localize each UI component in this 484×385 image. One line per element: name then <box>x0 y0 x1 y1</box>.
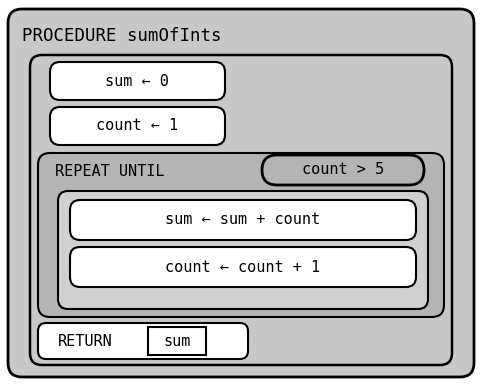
FancyBboxPatch shape <box>148 327 206 355</box>
FancyBboxPatch shape <box>50 62 225 100</box>
Text: sum ← 0: sum ← 0 <box>105 74 169 89</box>
Text: count ← count + 1: count ← count + 1 <box>166 259 320 275</box>
FancyBboxPatch shape <box>30 55 452 365</box>
FancyBboxPatch shape <box>50 107 225 145</box>
Text: count ← 1: count ← 1 <box>96 119 178 134</box>
FancyBboxPatch shape <box>58 191 428 309</box>
FancyBboxPatch shape <box>38 153 444 317</box>
Text: RETURN: RETURN <box>58 333 113 348</box>
FancyBboxPatch shape <box>70 247 416 287</box>
Text: sum ← sum + count: sum ← sum + count <box>166 213 320 228</box>
Text: sum: sum <box>163 333 191 348</box>
Text: REPEAT UNTIL: REPEAT UNTIL <box>55 164 165 179</box>
FancyBboxPatch shape <box>38 323 248 359</box>
FancyBboxPatch shape <box>70 200 416 240</box>
Text: count > 5: count > 5 <box>302 162 384 177</box>
FancyBboxPatch shape <box>262 155 424 185</box>
FancyBboxPatch shape <box>8 9 474 377</box>
Text: PROCEDURE sumOfInts: PROCEDURE sumOfInts <box>22 27 222 45</box>
